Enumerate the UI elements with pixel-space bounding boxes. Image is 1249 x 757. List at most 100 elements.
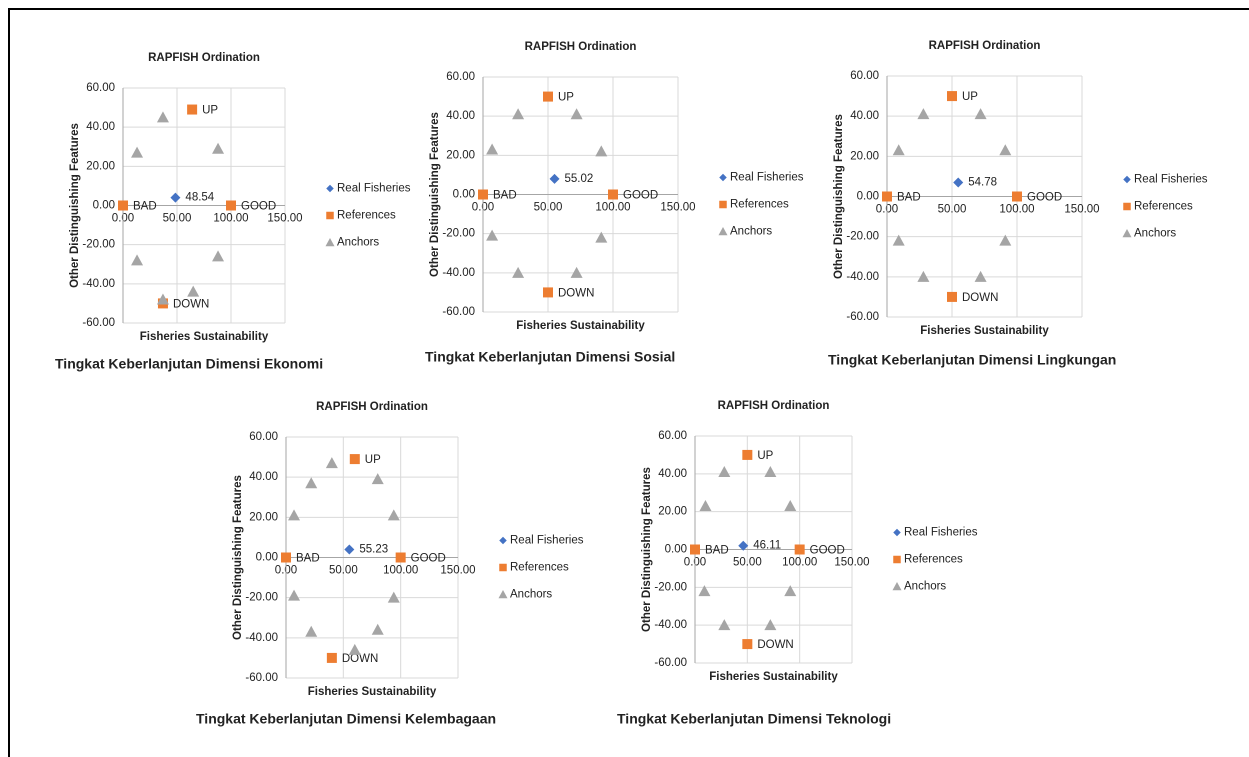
legend-marker [499,563,507,572]
point [699,499,712,511]
point [549,173,560,184]
point [742,449,753,460]
point [917,270,930,282]
point [131,146,144,158]
y-tick-label: 0.00 [453,189,475,201]
x-tick-label: 150.00 [440,565,475,577]
x-tick-label: 100.00 [595,202,630,214]
point [305,477,318,489]
point [512,266,525,278]
y-tick-label: 40.00 [446,110,475,122]
point-label: 55.02 [565,173,594,185]
point [882,191,892,202]
point-label: DOWN [342,653,378,665]
point [512,108,525,120]
chart-title: RAPFISH Ordination [525,41,637,53]
y-axis-title: Other Distinguishing Features [641,467,653,632]
legend-marker [325,238,335,247]
y-tick-label: 20.00 [446,149,475,161]
point [764,465,777,477]
point [131,254,144,266]
point [543,287,553,298]
legend-label: Real Fisheries [730,172,804,184]
legend-label: References [510,562,569,574]
point [344,544,355,555]
y-tick-label: -60.00 [245,672,278,684]
point [118,200,128,211]
point-label: BAD [133,201,157,213]
caption: Tingkat Keberlanjutan Dimensi Lingkungan [828,352,1116,368]
x-tick-label: 100.00 [213,213,248,225]
legend-marker [892,582,902,591]
legend-label: Real Fisheries [1134,174,1208,186]
x-tick-label: 50.00 [938,204,967,216]
point-label: DOWN [757,639,793,651]
x-tick-label: 100.00 [999,204,1034,216]
point [892,234,905,246]
point [1012,191,1022,202]
y-tick-label: 20.00 [850,150,879,162]
x-axis-title: Fisheries Sustainability [140,331,269,343]
legend-marker [1123,175,1131,184]
x-tick-label: 50.00 [329,565,358,577]
legend-label: Real Fisheries [904,527,978,539]
point-label: BAD [705,545,729,557]
y-tick-label: -40.00 [654,619,687,631]
point-label: DOWN [558,287,594,299]
caption: Tingkat Keberlanjutan Dimensi Teknologi [617,711,891,727]
point-label: UP [202,105,218,117]
legend-marker [719,200,727,209]
y-tick-label: -20.00 [846,231,879,243]
x-axis-title: Fisheries Sustainability [920,325,1049,337]
point [947,291,957,302]
x-tick-label: 50.00 [163,213,192,225]
legend-marker [326,184,334,193]
y-tick-label: -60.00 [654,657,687,669]
x-tick-label: 150.00 [834,557,869,569]
x-axis-title: Fisheries Sustainability [308,686,437,698]
y-axis-title: Other Distinguishing Features [833,114,845,279]
y-tick-label: 60.00 [658,430,687,442]
y-tick-label: 60.00 [86,82,115,94]
x-tick-label: 100.00 [383,565,418,577]
point [226,200,236,211]
x-tick-label: 50.00 [534,202,563,214]
point [387,591,400,603]
point [187,104,198,115]
y-axis-title: Other Distinguishing Features [232,475,244,640]
y-tick-label: 20.00 [86,160,115,172]
point-label: 55.23 [359,543,388,555]
point [690,544,700,555]
point [348,643,361,655]
point [170,192,181,203]
point-label: GOOD [623,190,658,202]
x-tick-label: 50.00 [733,557,762,569]
y-tick-label: 40.00 [658,468,687,480]
point [794,544,805,555]
legend-marker [893,555,901,564]
y-tick-label: -20.00 [245,592,278,604]
legend-marker [498,590,508,599]
point [288,589,301,601]
point [187,285,200,297]
point [325,457,338,469]
legend-marker [1122,229,1132,238]
point-label: DOWN [173,298,209,310]
point-label: GOOD [810,545,845,557]
point-label: UP [757,450,773,462]
point [371,473,384,485]
point-label: 48.54 [185,192,214,204]
point [718,465,731,477]
point [595,231,608,243]
chart-title: RAPFISH Ordination [929,40,1041,52]
y-tick-label: -40.00 [442,267,475,279]
legend-label: Real Fisheries [510,535,584,547]
x-tick-label: 150.00 [1064,204,1099,216]
point [156,111,169,123]
y-tick-label: -40.00 [846,271,879,283]
point [595,145,608,157]
point [486,229,499,241]
point [917,108,930,120]
